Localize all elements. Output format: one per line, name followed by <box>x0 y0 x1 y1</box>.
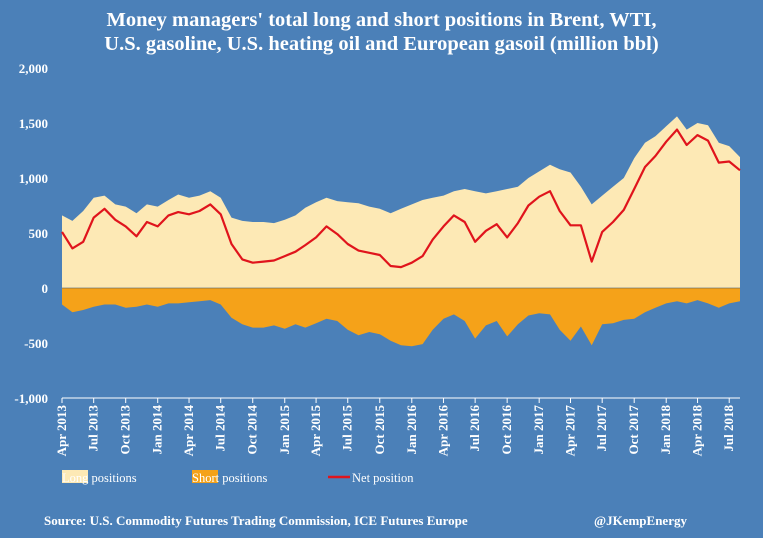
plot-area <box>61 116 741 347</box>
chart-title-line-1: Money managers' total long and short pos… <box>106 9 657 31</box>
legend: Long positions Short positions Net positio… <box>62 470 414 485</box>
x-tick-label: Oct 2014 <box>245 405 260 455</box>
short-positions-area <box>62 288 740 347</box>
x-tick-label: Oct 2013 <box>118 405 133 455</box>
legend-swatch-long-positions <box>62 470 88 483</box>
x-tick-label: Jan 2014 <box>150 405 165 455</box>
x-tick-label: Jul 2014 <box>213 405 228 452</box>
x-tick-label: Apr 2013 <box>54 405 69 457</box>
chart-title-line-2: U.S. gasoline, U.S. heating oil and Euro… <box>104 33 659 55</box>
x-tick-label: Apr 2014 <box>181 405 196 457</box>
y-tick-label: -500 <box>24 336 48 351</box>
long-positions-area <box>62 116 740 289</box>
author-handle: @JKempEnergy <box>594 513 687 528</box>
x-tick-label: Apr 2018 <box>690 405 705 457</box>
x-tick-label: Jan 2018 <box>658 405 673 455</box>
source-note: Source: U.S. Commodity Futures Trading C… <box>44 513 468 528</box>
legend-label-long-positions: Long positions <box>62 471 137 485</box>
y-tick-label: 1,500 <box>19 116 48 131</box>
x-tick-label: Apr 2016 <box>436 405 451 457</box>
y-tick-label: 0 <box>42 281 49 296</box>
y-tick-label: 500 <box>29 226 49 241</box>
x-tick-label: Jul 2016 <box>467 405 482 452</box>
x-tick-label: Jan 2016 <box>404 405 419 455</box>
y-tick-label: -1,000 <box>14 391 48 406</box>
x-tick-label: Oct 2016 <box>499 405 514 455</box>
legend-label-short-positions: Short positions <box>192 471 267 485</box>
x-tick-label: Apr 2017 <box>563 405 578 457</box>
x-tick-label: Jul 2015 <box>340 405 355 452</box>
net-position-line <box>61 128 741 269</box>
legend-swatch-short-positions <box>192 470 218 483</box>
y-axis: -1,000 -500 0 500 1,000 1,500 2,000 <box>14 61 48 406</box>
x-tick-label: Jul 2013 <box>86 405 101 452</box>
x-axis: Apr 2013 Jul 2013 Oct 2013 Jan 2014 Apr 2014… <box>54 287 740 457</box>
y-tick-label: 2,000 <box>19 61 48 76</box>
x-tick-label: Oct 2015 <box>372 405 387 455</box>
x-tick-label: Jan 2017 <box>531 405 546 455</box>
x-tick-label: Jul 2017 <box>594 405 609 452</box>
x-tick-label: Jul 2018 <box>721 405 736 452</box>
x-tick-label: Apr 2015 <box>308 405 323 457</box>
legend-label-net-position: Net position <box>352 471 414 485</box>
x-tick-label: Jan 2015 <box>277 405 292 455</box>
x-tick-label: Oct 2017 <box>626 405 641 455</box>
y-tick-label: 1,000 <box>19 171 48 186</box>
